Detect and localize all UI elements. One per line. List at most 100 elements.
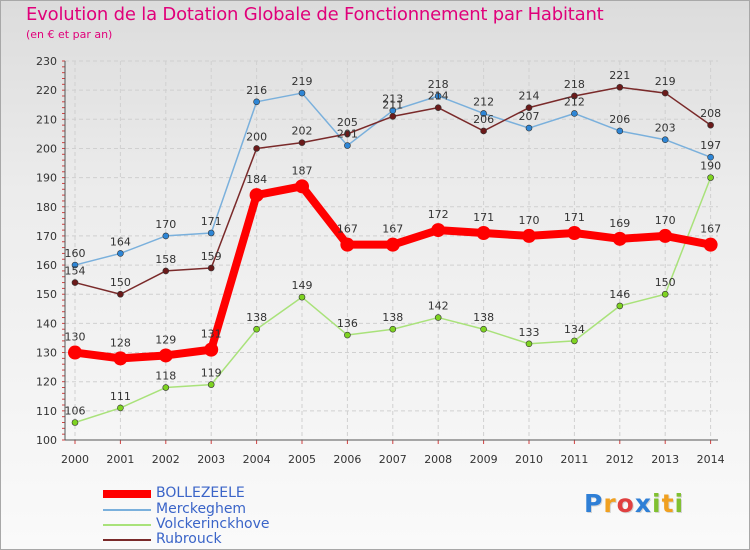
data-point-bollezeele xyxy=(113,351,128,366)
data-label-merckeghem: 206 xyxy=(609,113,630,126)
data-point-bollezeele xyxy=(658,228,673,243)
data-point-bollezeele xyxy=(249,188,264,203)
data-label-volckerinckhove: 138 xyxy=(382,311,403,324)
data-label-merckeghem: 207 xyxy=(519,110,540,123)
data-point-volckerinckhove xyxy=(117,404,124,412)
data-point-merckeghem xyxy=(162,232,170,240)
data-point-merckeghem xyxy=(661,136,669,144)
logo-letter: r xyxy=(603,489,617,518)
data-point-merckeghem xyxy=(117,250,124,257)
x-tick-label: 2007 xyxy=(379,453,407,466)
data-label-rubrouck: 154 xyxy=(65,265,86,278)
data-label-merckeghem: 216 xyxy=(246,84,267,97)
data-label-bollezeele: 172 xyxy=(428,208,449,221)
data-label-merckeghem: 213 xyxy=(382,93,403,106)
data-label-bollezeele: 170 xyxy=(655,214,676,227)
x-tick-label: 2009 xyxy=(470,453,498,466)
x-tick-label: 2000 xyxy=(61,453,89,466)
x-tick-label: 2014 xyxy=(697,453,725,466)
data-point-volckerinckhove xyxy=(253,325,260,333)
data-label-rubrouck: 219 xyxy=(655,75,676,88)
data-label-volckerinckhove: 133 xyxy=(519,326,540,339)
y-tick-label: 200 xyxy=(36,142,57,155)
data-point-rubrouck xyxy=(661,89,669,97)
y-tick-label: 150 xyxy=(36,288,57,301)
legend-label: BOLLEZEELE xyxy=(156,485,245,501)
data-label-volckerinckhove: 106 xyxy=(65,405,86,418)
data-point-merckeghem xyxy=(207,229,215,237)
data-point-volckerinckhove xyxy=(344,331,351,339)
logo-letter: o xyxy=(616,489,635,518)
data-point-merckeghem xyxy=(298,89,306,97)
y-tick-label: 110 xyxy=(36,405,57,418)
data-label-merckeghem: 160 xyxy=(65,247,86,260)
x-tick-label: 2005 xyxy=(288,453,316,466)
data-label-merckeghem: 212 xyxy=(564,95,585,108)
data-point-merckeghem xyxy=(571,110,578,117)
x-tick-label: 2002 xyxy=(152,453,180,466)
data-point-bollezeele xyxy=(476,226,491,241)
data-point-bollezeele xyxy=(522,228,536,243)
logo-letter: i xyxy=(674,489,685,518)
proxiti-logo: Proxiti xyxy=(584,489,684,518)
data-label-volckerinckhove: 190 xyxy=(700,160,721,173)
data-point-bollezeele xyxy=(204,342,219,357)
data-label-merckeghem: 164 xyxy=(110,235,131,248)
x-tick-label: 2003 xyxy=(197,453,225,466)
data-point-merckeghem xyxy=(344,142,351,149)
data-label-merckeghem: 170 xyxy=(155,218,176,231)
data-label-volckerinckhove: 138 xyxy=(473,311,494,324)
data-point-bollezeele xyxy=(385,237,400,252)
data-label-rubrouck: 200 xyxy=(246,130,267,143)
data-label-bollezeele: 131 xyxy=(201,328,222,341)
logo-letter: i xyxy=(652,489,662,518)
data-label-bollezeele: 169 xyxy=(609,217,630,230)
data-label-merckeghem: 203 xyxy=(655,122,676,135)
x-tick-label: 2013 xyxy=(651,453,679,466)
y-tick-label: 230 xyxy=(36,55,57,68)
y-tick-label: 120 xyxy=(36,376,57,389)
data-label-bollezeele: 167 xyxy=(700,223,721,236)
data-label-rubrouck: 159 xyxy=(201,250,222,263)
data-label-bollezeele: 170 xyxy=(519,214,540,227)
y-tick-label: 220 xyxy=(36,84,57,97)
data-point-merckeghem xyxy=(525,124,533,132)
data-label-merckeghem: 212 xyxy=(473,95,494,108)
data-point-merckeghem xyxy=(71,261,79,269)
data-label-rubrouck: 206 xyxy=(473,113,494,126)
data-point-merckeghem xyxy=(434,92,442,100)
data-point-rubrouck xyxy=(434,104,442,111)
data-label-merckeghem: 171 xyxy=(201,215,222,228)
data-point-rubrouck xyxy=(616,83,624,91)
data-label-bollezeele: 130 xyxy=(65,331,86,344)
data-point-volckerinckhove xyxy=(162,384,170,391)
data-point-bollezeele xyxy=(612,231,627,246)
data-point-rubrouck xyxy=(117,290,124,298)
data-point-rubrouck xyxy=(480,127,487,135)
data-label-bollezeele: 171 xyxy=(564,211,585,224)
y-tick-label: 170 xyxy=(36,230,57,243)
data-point-volckerinckhove xyxy=(389,325,397,333)
data-point-merckeghem xyxy=(707,153,714,161)
data-point-bollezeele xyxy=(158,348,173,363)
data-label-bollezeele: 184 xyxy=(246,173,267,186)
data-label-volckerinckhove: 118 xyxy=(155,370,176,383)
data-point-volckerinckhove xyxy=(71,419,79,426)
data-label-rubrouck: 218 xyxy=(564,78,585,91)
data-label-rubrouck: 214 xyxy=(519,90,540,103)
data-label-bollezeele: 167 xyxy=(382,223,403,236)
data-label-volckerinckhove: 146 xyxy=(609,288,630,301)
data-point-volckerinckhove xyxy=(525,340,533,348)
data-point-bollezeele xyxy=(295,179,309,194)
data-label-bollezeele: 187 xyxy=(292,164,313,177)
x-tick-label: 2011 xyxy=(560,453,588,466)
x-tick-label: 2006 xyxy=(333,453,361,466)
data-point-merckeghem xyxy=(480,110,487,117)
y-tick-label: 160 xyxy=(36,259,57,272)
data-label-volckerinckhove: 149 xyxy=(292,279,313,292)
data-label-merckeghem: 201 xyxy=(337,128,358,141)
data-label-bollezeele: 167 xyxy=(337,223,358,236)
x-tick-label: 2008 xyxy=(424,453,452,466)
data-point-bollezeele xyxy=(68,345,82,360)
